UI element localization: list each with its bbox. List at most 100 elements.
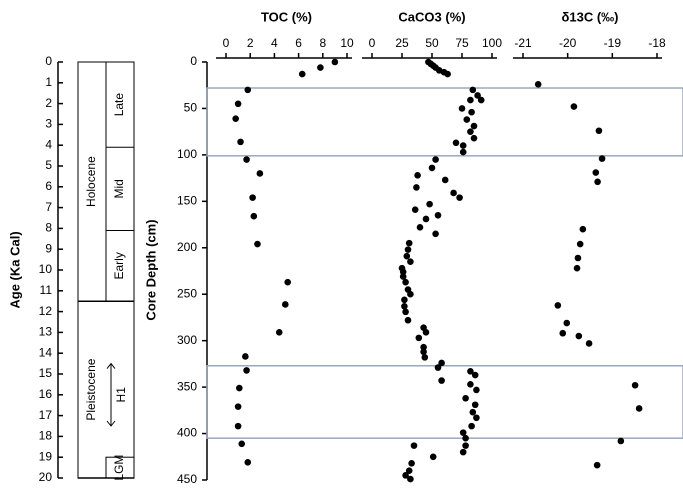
x-tick-label: 0 — [369, 36, 376, 50]
data-point — [250, 212, 258, 220]
y-axis-title: Core Depth (cm) — [143, 219, 158, 320]
data-point — [459, 448, 467, 456]
arrow-head — [106, 362, 116, 369]
data-point — [317, 64, 324, 71]
arrow-head — [106, 420, 116, 427]
stage-label: Mid — [112, 179, 126, 198]
data-point — [234, 100, 242, 108]
data-point — [434, 364, 442, 371]
data-point — [238, 440, 246, 448]
age-tick-label: 6 — [45, 179, 52, 193]
data-point — [585, 340, 593, 347]
data-point — [416, 224, 424, 231]
data-point — [411, 206, 419, 213]
data-point — [438, 377, 445, 384]
data-point — [462, 434, 469, 442]
data-point — [244, 86, 252, 94]
age-tick-label: 2 — [45, 96, 52, 110]
data-point — [275, 329, 283, 336]
data-point — [234, 403, 242, 410]
age-tick-label: 16 — [39, 387, 53, 401]
x-tick-label: 8 — [319, 36, 326, 50]
data-point — [631, 381, 639, 389]
data-point — [579, 225, 587, 233]
y-tick-label: 0 — [190, 54, 197, 68]
y-tick-label: 250 — [177, 286, 197, 300]
data-point — [452, 139, 460, 147]
data-point — [576, 240, 584, 248]
y-tick-label: 300 — [177, 333, 197, 347]
panel-title: TOC (%) — [261, 9, 312, 24]
data-point — [420, 348, 427, 356]
age-tick-label: 10 — [39, 262, 53, 276]
data-point — [415, 334, 423, 342]
x-tick-label: 75 — [455, 36, 469, 50]
stage-label: Late — [112, 93, 126, 117]
data-point — [422, 215, 430, 223]
data-point — [432, 230, 439, 238]
data-point — [593, 461, 601, 469]
data-point — [421, 354, 429, 361]
age-tick-label: 11 — [40, 283, 53, 297]
data-point — [477, 96, 485, 104]
x-tick-label: 50 — [425, 36, 439, 50]
age-tick-label: 0 — [45, 54, 52, 68]
data-point — [473, 386, 480, 394]
y-tick-label: 50 — [184, 101, 198, 115]
y-tick-label: 100 — [177, 147, 197, 161]
x-tick-label: 6 — [295, 36, 302, 50]
age-tick-label: 13 — [39, 325, 53, 339]
data-point — [468, 422, 475, 430]
data-point — [413, 184, 420, 191]
data-point — [617, 437, 625, 445]
data-point — [559, 329, 567, 337]
data-point — [441, 176, 449, 184]
interval-box — [206, 364, 683, 439]
data-point — [405, 239, 413, 247]
data-point — [467, 368, 474, 375]
age-tick-label: 17 — [39, 408, 53, 422]
data-point — [298, 70, 306, 78]
data-point — [426, 200, 433, 208]
data-point — [237, 138, 244, 146]
data-point — [407, 475, 414, 483]
data-point — [469, 86, 477, 94]
data-point — [467, 128, 474, 135]
data-point — [459, 142, 467, 149]
data-point — [420, 343, 427, 351]
data-point — [570, 103, 578, 110]
data-point — [432, 156, 439, 163]
data-point — [470, 122, 478, 130]
data-point — [462, 394, 469, 402]
age-tick-label: 19 — [39, 449, 53, 463]
age-tick-label: 8 — [45, 221, 52, 235]
data-point — [458, 105, 466, 112]
data-point — [434, 211, 442, 219]
data-point — [236, 384, 243, 392]
data-point — [573, 264, 581, 272]
data-point — [429, 453, 437, 461]
age-tick-label: 5 — [45, 158, 52, 172]
data-point — [408, 459, 415, 467]
data-point — [595, 127, 603, 135]
data-point — [459, 148, 467, 156]
data-point — [405, 467, 413, 475]
age-tick-label: 15 — [39, 366, 53, 380]
y-tick-label: 400 — [177, 426, 197, 440]
data-point — [254, 240, 261, 248]
data-point — [399, 273, 407, 280]
data-point — [471, 401, 479, 409]
y-tick-label: 450 — [177, 472, 197, 486]
y-tick-label: 150 — [177, 194, 197, 208]
data-point — [563, 319, 571, 327]
data-point — [468, 108, 475, 116]
data-point — [463, 116, 471, 123]
x-tick-label: -21 — [514, 36, 532, 50]
x-tick-label: 2 — [247, 36, 254, 50]
data-point — [444, 70, 451, 78]
data-point — [234, 422, 242, 430]
data-point — [404, 246, 412, 253]
data-point — [462, 442, 469, 449]
panel-title: δ13C (‰) — [561, 9, 618, 24]
